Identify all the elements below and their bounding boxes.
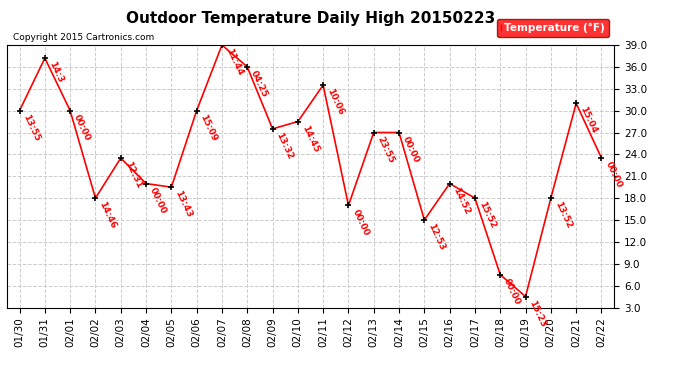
Text: 15:52: 15:52	[477, 200, 497, 230]
Text: 23:55: 23:55	[376, 135, 396, 164]
Legend: Temperature (°F): Temperature (°F)	[497, 19, 609, 37]
Text: 12:31: 12:31	[123, 160, 143, 190]
Text: 15:23: 15:23	[528, 299, 548, 328]
Text: 14:45: 14:45	[300, 124, 320, 154]
Text: 14:52: 14:52	[452, 186, 472, 216]
Text: 15:04: 15:04	[578, 105, 598, 135]
Text: 00:00: 00:00	[604, 160, 624, 189]
Text: Outdoor Temperature Daily High 20150223: Outdoor Temperature Daily High 20150223	[126, 11, 495, 26]
Text: 14:3: 14:3	[47, 60, 65, 84]
Text: 13:55: 13:55	[21, 113, 42, 142]
Text: 13:32: 13:32	[275, 131, 295, 161]
Text: 13:43: 13:43	[173, 189, 194, 219]
Text: 11:44: 11:44	[224, 47, 244, 77]
Text: 00:00: 00:00	[72, 113, 92, 142]
Text: Copyright 2015 Cartronics.com: Copyright 2015 Cartronics.com	[13, 33, 155, 42]
Text: 00:00: 00:00	[351, 208, 371, 237]
Text: 10:06: 10:06	[325, 87, 345, 117]
Text: 14:46: 14:46	[97, 200, 118, 230]
Text: 00:00: 00:00	[502, 277, 522, 306]
Text: 15:09: 15:09	[199, 113, 219, 142]
Text: 13:52: 13:52	[553, 200, 573, 230]
Text: 00:00: 00:00	[148, 186, 168, 215]
Text: 00:00: 00:00	[401, 135, 421, 164]
Text: 04:25: 04:25	[249, 69, 270, 99]
Text: 12:53: 12:53	[426, 222, 446, 252]
